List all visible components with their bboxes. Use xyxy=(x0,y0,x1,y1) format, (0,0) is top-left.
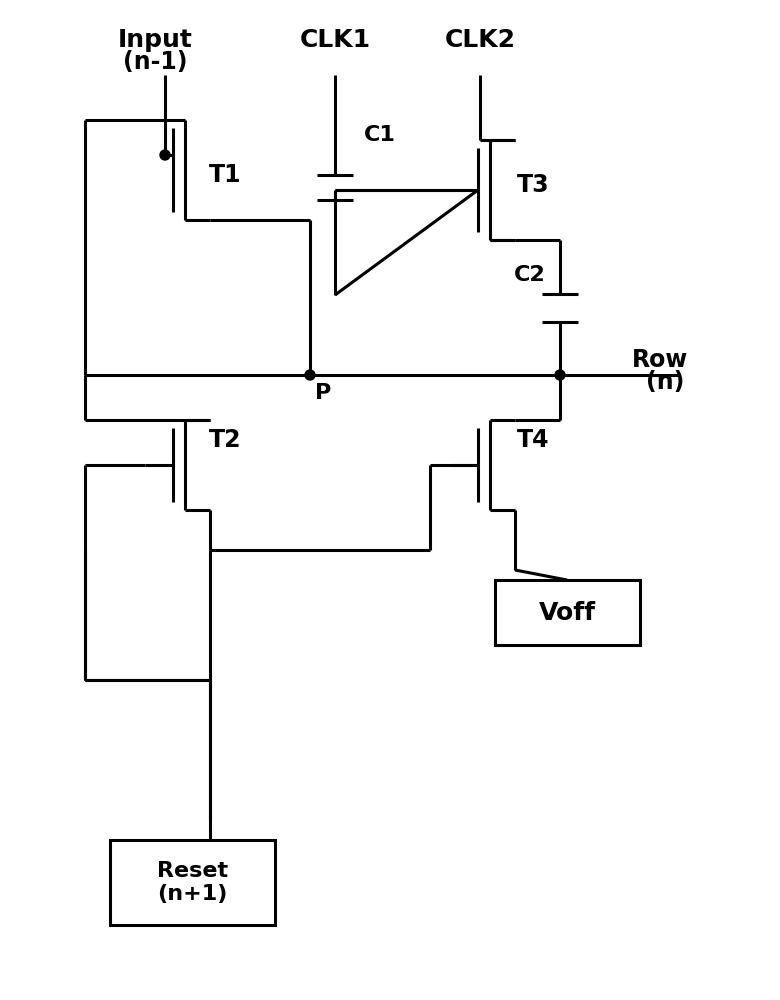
Text: T4: T4 xyxy=(516,428,549,452)
Text: Reset
(n+1): Reset (n+1) xyxy=(157,861,228,904)
Text: (n-1): (n-1) xyxy=(122,50,187,74)
Text: CLK1: CLK1 xyxy=(300,28,370,52)
Circle shape xyxy=(160,150,170,160)
Text: Voff: Voff xyxy=(539,600,596,624)
Circle shape xyxy=(305,370,315,380)
Text: Row: Row xyxy=(632,348,688,372)
Text: (n): (n) xyxy=(646,370,684,394)
Circle shape xyxy=(555,370,565,380)
Text: T2: T2 xyxy=(209,428,241,452)
Bar xyxy=(495,580,640,645)
Text: C2: C2 xyxy=(514,265,546,285)
Text: T3: T3 xyxy=(516,173,549,197)
Text: CLK2: CLK2 xyxy=(445,28,516,52)
Text: C1: C1 xyxy=(364,125,396,145)
Text: Input: Input xyxy=(118,28,193,52)
Text: T1: T1 xyxy=(209,163,241,187)
Text: P: P xyxy=(315,383,332,403)
Bar xyxy=(110,840,275,925)
